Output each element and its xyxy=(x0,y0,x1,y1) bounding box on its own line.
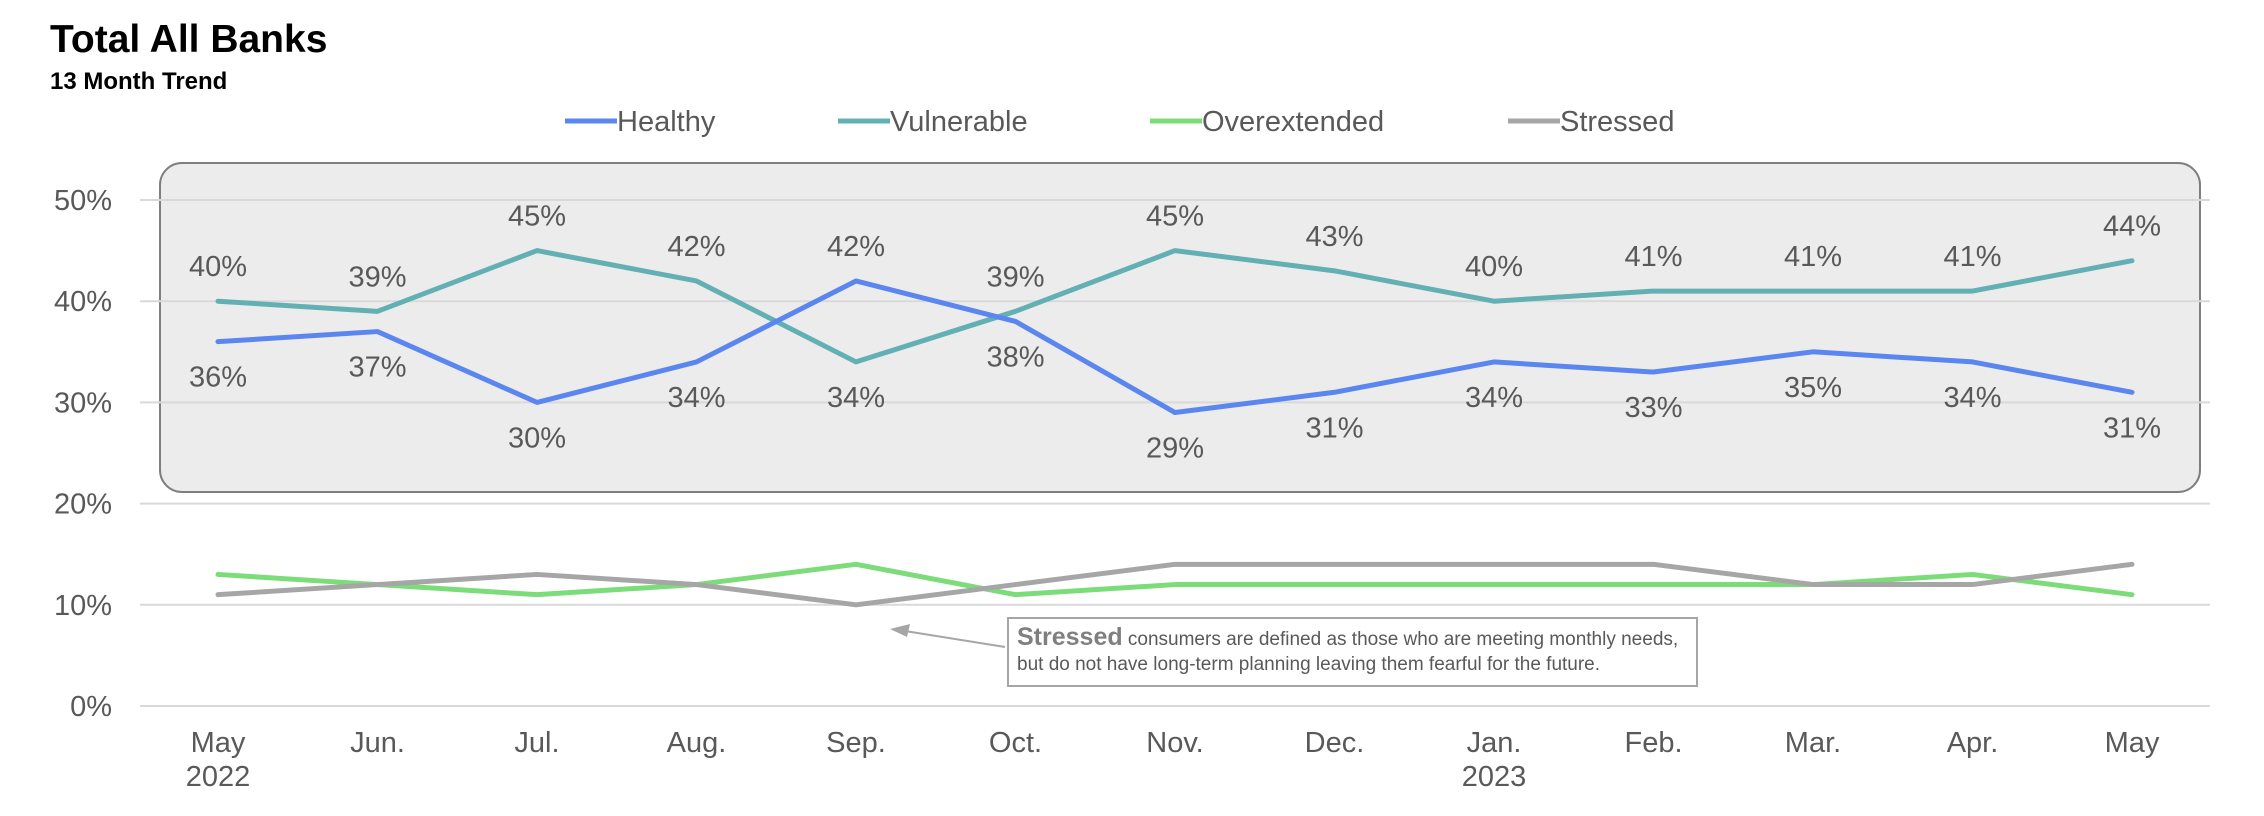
data-label-vulnerable: 44% xyxy=(2103,211,2161,243)
data-label-vulnerable: 43% xyxy=(1305,221,1363,253)
data-label-vulnerable: 42% xyxy=(667,231,725,263)
data-label-vulnerable: 45% xyxy=(1146,201,1204,233)
x-tick-label: Nov. xyxy=(1146,727,1203,759)
chart-title: Total All Banks xyxy=(50,18,328,61)
x-tick-label: Feb. xyxy=(1624,727,1682,759)
x-year-label: 2023 xyxy=(1462,761,1527,793)
legend-label-stressed: Stressed xyxy=(1560,106,1674,138)
chart-subtitle: 13 Month Trend xyxy=(50,68,228,95)
y-tick-label: 50% xyxy=(54,185,112,217)
data-label-healthy: 34% xyxy=(1465,382,1523,414)
data-label-vulnerable: 40% xyxy=(1465,251,1523,283)
note-text: consumers are defined as those who are m… xyxy=(1017,629,1679,675)
data-label-healthy: 30% xyxy=(508,422,566,454)
data-label-vulnerable: 39% xyxy=(348,261,406,293)
data-label-healthy: 31% xyxy=(1305,412,1363,444)
data-label-healthy: 42% xyxy=(827,231,885,263)
data-label-healthy: 35% xyxy=(1784,372,1842,404)
x-tick-label: Apr. xyxy=(1947,727,1999,759)
x-tick-label: Jan. xyxy=(1467,727,1522,759)
data-label-healthy: 38% xyxy=(986,341,1044,373)
series-line-overextended xyxy=(215,561,2135,598)
legend-label-overextended: Overextended xyxy=(1202,106,1384,138)
x-tick-label: May xyxy=(191,727,246,759)
x-tick-label: Dec. xyxy=(1305,727,1365,759)
series-line-vulnerable xyxy=(215,248,2135,365)
series-line-healthy xyxy=(215,278,2135,416)
x-tick-label: Jun. xyxy=(350,727,405,759)
note-arrow-line xyxy=(904,630,1006,648)
data-label-healthy: 34% xyxy=(1943,382,2001,414)
data-label-healthy: 31% xyxy=(2103,412,2161,444)
data-label-vulnerable: 40% xyxy=(189,251,247,283)
x-tick-label: Aug. xyxy=(667,727,727,759)
data-label-vulnerable: 41% xyxy=(1624,241,1682,273)
data-label-vulnerable: 39% xyxy=(986,261,1044,293)
x-tick-label: May xyxy=(2105,727,2160,759)
y-tick-label: 40% xyxy=(54,286,112,318)
data-label-vulnerable: 45% xyxy=(508,201,566,233)
data-label-healthy: 36% xyxy=(189,362,247,394)
x-tick-label: Jul. xyxy=(514,727,559,759)
y-tick-label: 0% xyxy=(70,691,112,723)
note-arrow-head xyxy=(890,624,910,637)
y-tick-label: 10% xyxy=(54,590,112,622)
stressed-definition-note: Stressed consumers are defined as those … xyxy=(1007,617,1698,687)
legend-label-healthy: Healthy xyxy=(617,106,716,138)
data-label-vulnerable: 34% xyxy=(827,382,885,414)
data-label-healthy: 33% xyxy=(1624,392,1682,424)
x-tick-label: Oct. xyxy=(989,727,1042,759)
x-year-label: 2022 xyxy=(186,761,251,793)
series-line-stressed xyxy=(215,561,2135,608)
legend-label-vulnerable: Vulnerable xyxy=(890,106,1028,138)
data-label-vulnerable: 41% xyxy=(1784,241,1842,273)
note-bold-term: Stressed xyxy=(1017,623,1123,651)
y-tick-label: 30% xyxy=(54,387,112,419)
data-label-healthy: 34% xyxy=(667,382,725,414)
x-tick-label: Sep. xyxy=(826,727,886,759)
x-tick-label: Mar. xyxy=(1785,727,1841,759)
highlight-box xyxy=(159,162,2201,493)
data-label-healthy: 29% xyxy=(1146,433,1204,465)
data-label-vulnerable: 41% xyxy=(1943,241,2001,273)
y-tick-label: 20% xyxy=(54,489,112,521)
data-label-healthy: 37% xyxy=(348,352,406,384)
